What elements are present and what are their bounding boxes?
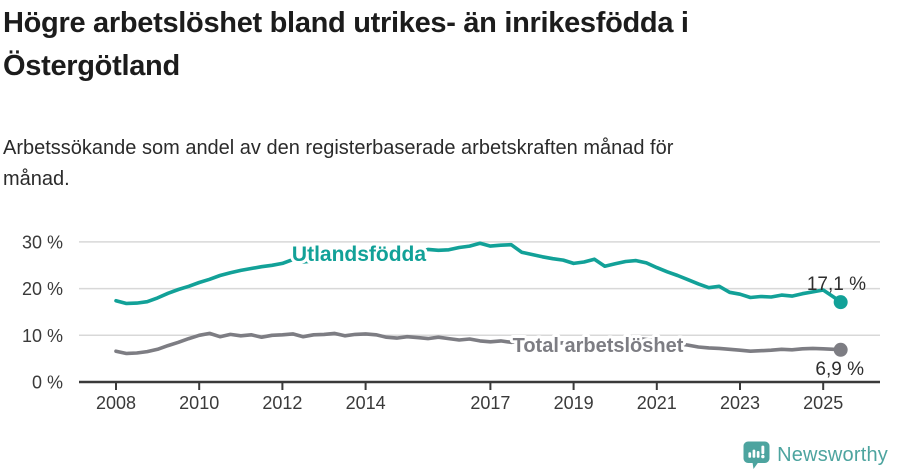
bar-chart-speech-bubble-icon [743, 441, 770, 469]
x-tick-label-2012: 2012 [262, 393, 302, 413]
chart-subtitle: Arbetssökande som andel av den registerb… [3, 133, 673, 195]
end-dot-total [833, 342, 848, 357]
brand-name: Newsworthy [777, 444, 888, 466]
x-tick-label-2010: 2010 [179, 393, 219, 413]
x-tick-label-2019: 2019 [554, 393, 594, 413]
x-tick-label-2021: 2021 [637, 393, 677, 413]
chart-subtitle-line1: Arbetssökande som andel av den registerb… [3, 137, 674, 159]
brand-footer: Newsworthy [743, 441, 888, 470]
chart-line-total [114, 331, 843, 356]
end-value-label-utlandsfodda: 17,1 % [807, 274, 866, 295]
y-tick-label-0: 0 % [32, 373, 63, 393]
x-tick-label-2014: 2014 [346, 393, 386, 413]
chart-title-line1: Högre arbetslöshet bland utrikes- än inr… [3, 7, 689, 39]
end-value-label-total: 6,9 % [815, 359, 864, 380]
chart-subtitle-line2: månad. [3, 168, 70, 190]
x-tick-label-2008: 2008 [96, 393, 136, 413]
x-tick-label-2017: 2017 [470, 393, 510, 413]
y-tick-label-30: 30 % [22, 232, 63, 252]
y-tick-label-10: 10 % [22, 326, 63, 346]
chart-title-line2: Östergötland [3, 50, 180, 82]
x-tick-label-2025: 2025 [803, 393, 843, 413]
series-label-total: Total arbetslöshet [513, 335, 684, 357]
y-tick-label-20: 20 % [22, 279, 63, 299]
end-dot-utlandsfodda [833, 295, 848, 310]
chart-title: Högre arbetslöshet bland utrikes- än inr… [3, 2, 689, 88]
x-tick-label-2023: 2023 [720, 393, 760, 413]
chart-line-utlandsfodda [114, 241, 843, 306]
series-label-utlandsfodda: Utlandsfödda [292, 243, 426, 266]
